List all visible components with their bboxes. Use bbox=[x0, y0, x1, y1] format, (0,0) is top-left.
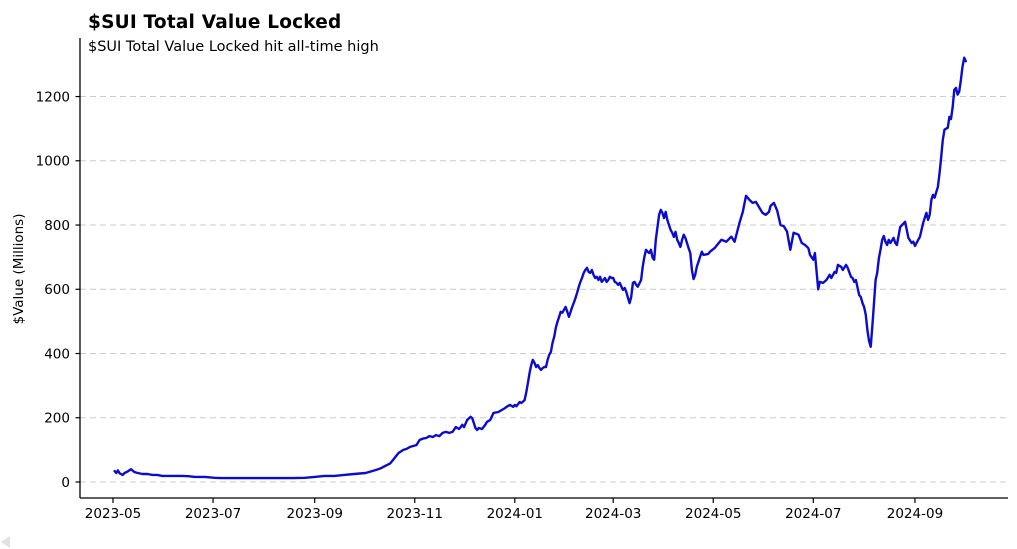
y-tick-label: 400 bbox=[44, 346, 70, 362]
tvl-line-series bbox=[113, 56, 967, 480]
x-tick-label: 2024-01 bbox=[487, 506, 543, 522]
x-tick-label: 2023-05 bbox=[85, 506, 141, 522]
x-tick-label: 2024-03 bbox=[585, 506, 641, 522]
x-tick-label: 2024-07 bbox=[785, 506, 841, 522]
chart-subtitle: $SUI Total Value Locked hit all-time hig… bbox=[88, 39, 379, 55]
y-tick-label: 200 bbox=[44, 411, 70, 427]
corner-arrow-icon bbox=[1, 536, 10, 548]
x-tick-label: 2023-11 bbox=[387, 506, 443, 522]
y-tick-label: 1200 bbox=[36, 89, 70, 105]
y-tick-label: 600 bbox=[44, 282, 70, 298]
x-tick-label: 2024-05 bbox=[685, 506, 741, 522]
y-axis-label: $Value (Millions) bbox=[11, 213, 27, 325]
x-tick-label: 2023-09 bbox=[287, 506, 343, 522]
x-tick-label: 2023-07 bbox=[185, 506, 241, 522]
chart-title: $SUI Total Value Locked bbox=[88, 12, 342, 33]
x-tick-label: 2024-09 bbox=[887, 506, 943, 522]
y-tick-label: 800 bbox=[44, 218, 70, 234]
y-tick-label: 1000 bbox=[36, 154, 70, 170]
y-tick-label: 0 bbox=[61, 475, 70, 491]
